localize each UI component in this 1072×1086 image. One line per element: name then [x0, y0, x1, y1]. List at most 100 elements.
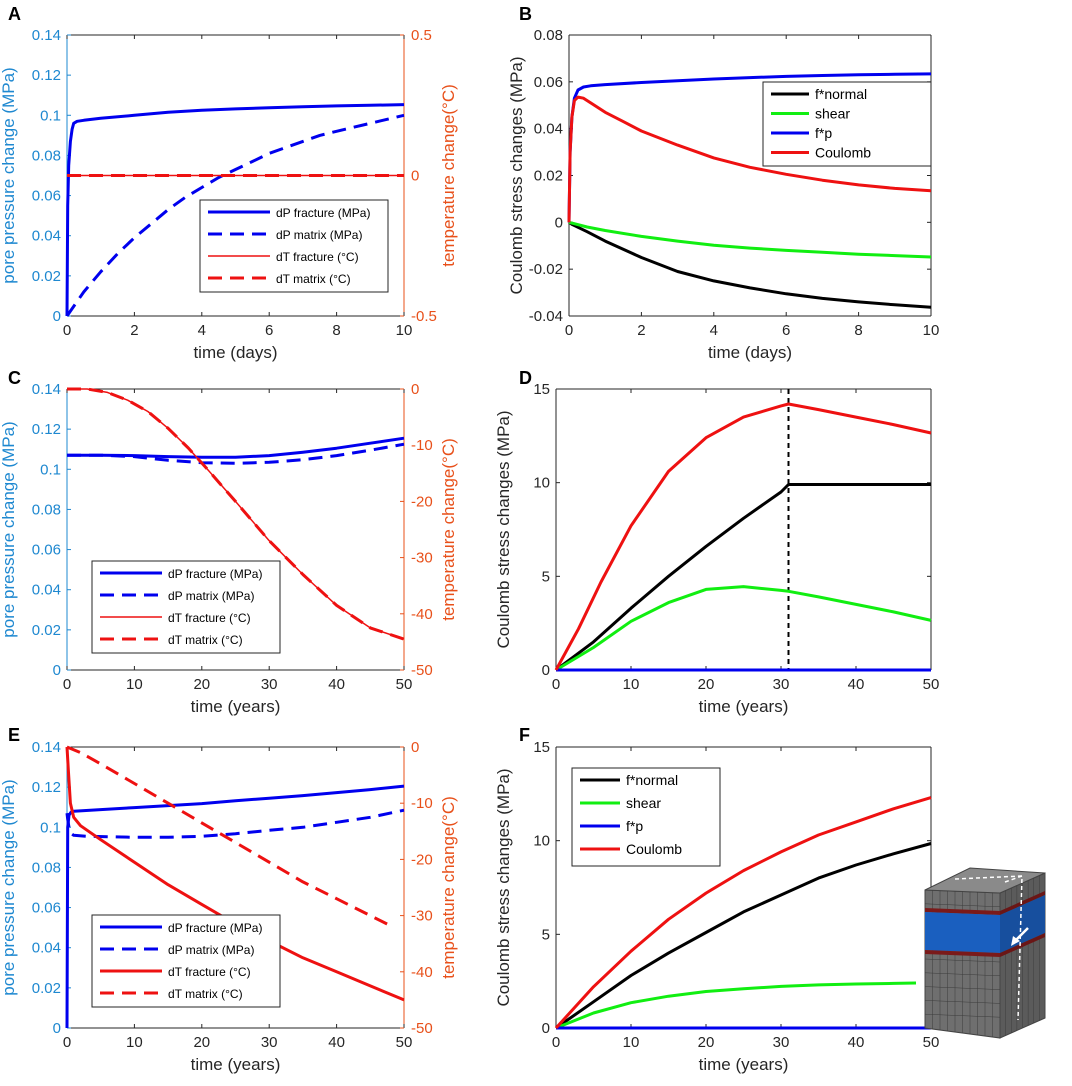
panel-label: C	[8, 368, 21, 388]
y-tick-label: 10	[533, 833, 550, 850]
y-axis-label-right: temperature change(°C)	[439, 438, 458, 621]
y-tick-label: 0	[53, 662, 61, 679]
legend-entry: dT fracture (°C)	[276, 250, 359, 264]
model-cube-image	[924, 867, 1046, 1039]
y-tick-label: 0.02	[32, 268, 61, 285]
x-tick-label: 20	[698, 1034, 715, 1051]
y-tick-label-right: -10	[411, 437, 433, 454]
legend-entry: dP matrix (MPa)	[168, 943, 254, 957]
x-tick-label: 40	[328, 1034, 345, 1051]
legend-entry: dT fracture (°C)	[168, 611, 251, 625]
y-tick-label: 0.1	[40, 819, 61, 836]
cube-grid-line	[924, 986, 1001, 990]
series-line-dt-2	[65, 746, 405, 1002]
legend-entry: Coulomb	[815, 145, 871, 161]
series-line-dp-1	[67, 442, 405, 465]
y-tick-label: 0.1	[40, 461, 61, 478]
x-tick-label: 4	[198, 322, 206, 339]
y-tick-label-right: -0.5	[411, 308, 437, 325]
cube-grid-line	[924, 972, 1001, 977]
y-tick-label: 0	[53, 308, 61, 325]
x-tick-label: 10	[396, 322, 413, 339]
legend-entry: dP fracture (MPa)	[168, 921, 262, 935]
y-tick-label: 15	[533, 739, 550, 756]
y-axis-label-right: temperature change(°C)	[439, 84, 458, 267]
y-tick-label: 5	[542, 926, 550, 943]
cube-caprock-layer	[925, 908, 1000, 915]
series-line-fnormal-0	[568, 221, 932, 309]
y-tick-label: 0	[542, 1020, 550, 1037]
y-tick-label: -0.04	[529, 308, 563, 325]
cube-grid-line	[924, 1013, 1001, 1018]
y-tick-label: 5	[542, 568, 550, 585]
y-tick-label: 0.02	[32, 980, 61, 997]
y-tick-label-right: 0	[411, 739, 419, 756]
series-line-dp-0	[65, 103, 405, 317]
x-tick-label: 8	[332, 322, 340, 339]
y-tick-label: 0.06	[32, 542, 61, 559]
x-tick-label: 4	[710, 322, 718, 339]
panel-F: F 0 10 20 30 40 50 0 5 10 15 time (years) Coulomb st…	[494, 725, 939, 1074]
y-tick-label: 0.08	[32, 501, 61, 518]
legend-entry: shear	[815, 106, 850, 122]
x-tick-label: 20	[698, 676, 715, 693]
y-tick-label: 0.04	[32, 228, 61, 245]
y-axis-label: Coulomb stress changes (MPa)	[494, 768, 513, 1006]
series-line-dp-1	[65, 808, 405, 839]
series-line-dt-3	[67, 387, 405, 641]
x-tick-label: 0	[552, 1034, 560, 1051]
x-axis-label: time (years)	[699, 1055, 789, 1074]
x-tick-label: 2	[130, 322, 138, 339]
legend-entry: dT matrix (°C)	[168, 633, 243, 647]
x-axis-label: time (days)	[193, 343, 277, 362]
legend-entry: dP fracture (MPa)	[276, 206, 370, 220]
cube-grid-line	[924, 1000, 1001, 1004]
x-tick-label: 20	[193, 1034, 210, 1051]
y-tick-label-right: -20	[411, 851, 433, 868]
series-line-dp-0	[65, 784, 405, 1029]
y-tick-label: 0.14	[32, 739, 61, 756]
cube-reservoir-layer	[925, 912, 1000, 953]
x-tick-label: 0	[63, 322, 71, 339]
series-line-coulomb-3	[554, 796, 932, 1030]
y-tick-label-right: -30	[411, 550, 433, 567]
y-axis-label: pore pressure change (MPa)	[0, 67, 18, 283]
series-line-dt-3	[66, 745, 392, 928]
x-tick-label: 10	[126, 1034, 143, 1051]
cube-caprock-layer-side	[1000, 891, 1045, 915]
y-tick-label: 0.08	[534, 27, 563, 44]
cube-fault-outline	[1004, 874, 1023, 1021]
panel-label: B	[519, 4, 532, 24]
y-tick-label: 0.06	[32, 900, 61, 917]
x-tick-label: 40	[328, 676, 345, 693]
panel-D: D 0 10 20 30 40 50 0 5 10 15 time (years) Coulomb st…	[494, 368, 939, 716]
cube-baserock-layer	[925, 950, 1000, 957]
cube-top-face	[924, 867, 1046, 894]
y-tick-label-right: -40	[411, 606, 433, 623]
series-line-shear-1	[555, 585, 932, 672]
y-tick-label: 0	[542, 662, 550, 679]
panel-C: C 0 10 20 30 40 50 0 0.02 0.04 0.06 0.08 0.1 0.12 0.14…	[0, 368, 458, 716]
y-tick-label: 15	[533, 381, 550, 398]
x-tick-label: 20	[193, 676, 210, 693]
y-axis-label-right: temperature change(°C)	[439, 796, 458, 979]
x-tick-label: 0	[552, 676, 560, 693]
y-tick-label: 0.14	[32, 27, 61, 44]
y-tick-label: 0.12	[32, 779, 61, 796]
series-line-dp-1	[65, 113, 405, 317]
x-axis-label: time (days)	[708, 343, 792, 362]
legend-entry: dT matrix (°C)	[168, 987, 243, 1001]
legend-entry: shear	[626, 795, 661, 811]
legend-entry: dP fracture (MPa)	[168, 567, 262, 581]
panel-E: E 0 10 20 30 40 50 0 0.02 0.04 0.06 0.08 0.1 0.12 0.14…	[0, 725, 458, 1074]
panel-label: F	[519, 725, 530, 745]
panel-B: B 0 2 4 6 8 10 -0.04 -0.02 0 0.02 0.04 0.06 0.08 time …	[507, 4, 939, 362]
y-tick-label: 10	[533, 475, 550, 492]
legend-entry: dP matrix (MPa)	[276, 228, 362, 242]
x-tick-label: 50	[923, 676, 940, 693]
y-tick-label: 0.12	[32, 67, 61, 84]
legend: dP fracture (MPa) dP matrix (MPa) dT fract…	[91, 560, 281, 654]
cube-baserock-layer-side	[1000, 933, 1045, 957]
legend-entry: f*normal	[815, 86, 867, 102]
